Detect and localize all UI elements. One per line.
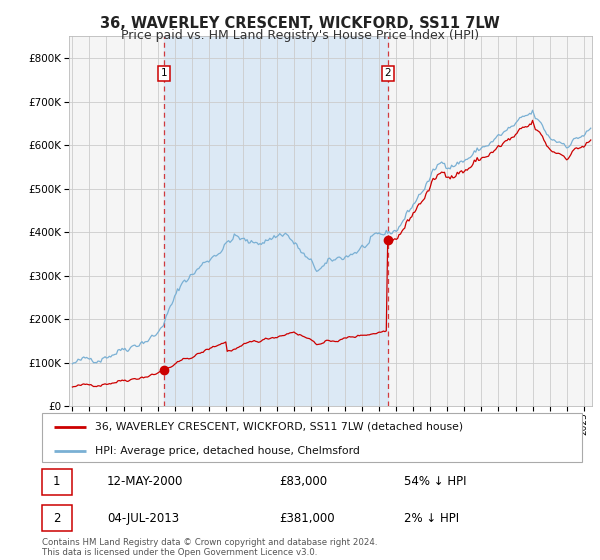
Bar [42, 505, 72, 531]
Text: Price paid vs. HM Land Registry's House Price Index (HPI): Price paid vs. HM Land Registry's House … [121, 29, 479, 42]
Bar [164, 36, 388, 406]
Text: Contains HM Land Registry data © Crown copyright and database right 2024.
This d: Contains HM Land Registry data © Crown c… [42, 538, 377, 557]
Text: £381,000: £381,000 [280, 512, 335, 525]
Text: 54% ↓ HPI: 54% ↓ HPI [404, 475, 466, 488]
Text: 1: 1 [53, 475, 61, 488]
Bar [42, 469, 72, 495]
Text: 2% ↓ HPI: 2% ↓ HPI [404, 512, 459, 525]
Text: 1: 1 [161, 68, 167, 78]
Text: 2: 2 [385, 68, 391, 78]
Text: 2: 2 [53, 512, 61, 525]
Text: 36, WAVERLEY CRESCENT, WICKFORD, SS11 7LW (detached house): 36, WAVERLEY CRESCENT, WICKFORD, SS11 7L… [95, 422, 463, 432]
Text: HPI: Average price, detached house, Chelmsford: HPI: Average price, detached house, Chel… [95, 446, 360, 456]
Text: £83,000: £83,000 [280, 475, 328, 488]
Text: 04-JUL-2013: 04-JUL-2013 [107, 512, 179, 525]
Text: 12-MAY-2000: 12-MAY-2000 [107, 475, 183, 488]
Text: 36, WAVERLEY CRESCENT, WICKFORD, SS11 7LW: 36, WAVERLEY CRESCENT, WICKFORD, SS11 7L… [100, 16, 500, 31]
